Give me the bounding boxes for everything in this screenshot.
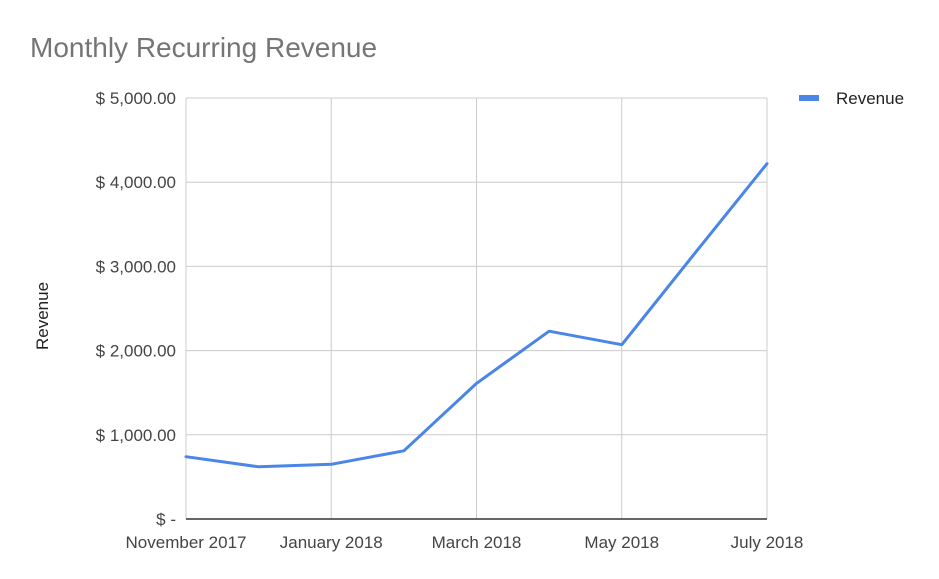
x-tick-label: November 2017 xyxy=(126,533,247,552)
grid xyxy=(185,97,768,519)
legend-label: Revenue xyxy=(836,89,904,108)
chart-title: Monthly Recurring Revenue xyxy=(30,32,377,63)
legend-swatch xyxy=(799,95,819,101)
x-axis-ticks: November 2017 January 2018 March 2018 May 2… xyxy=(126,533,804,552)
y-axis-title: Revenue xyxy=(33,282,52,350)
y-tick-label: $ - xyxy=(156,510,176,529)
y-tick-label: $ 3,000.00 xyxy=(96,257,176,276)
y-tick-label: $ 5,000.00 xyxy=(96,89,176,108)
x-tick-label: January 2018 xyxy=(280,533,383,552)
y-axis-ticks: $ - $ 1,000.00 $ 2,000.00 $ 3,000.00 $ 4,000… xyxy=(96,89,176,529)
series-line-0 xyxy=(184,162,769,469)
y-tick-label: $ 1,000.00 xyxy=(96,426,176,445)
legend: Revenue xyxy=(799,89,904,108)
x-tick-label: March 2018 xyxy=(432,533,522,552)
series xyxy=(184,162,769,469)
y-tick-label: $ 2,000.00 xyxy=(96,342,176,361)
y-tick-label: $ 4,000.00 xyxy=(96,173,176,192)
x-tick-label: July 2018 xyxy=(731,533,804,552)
x-tick-label: May 2018 xyxy=(584,533,659,552)
